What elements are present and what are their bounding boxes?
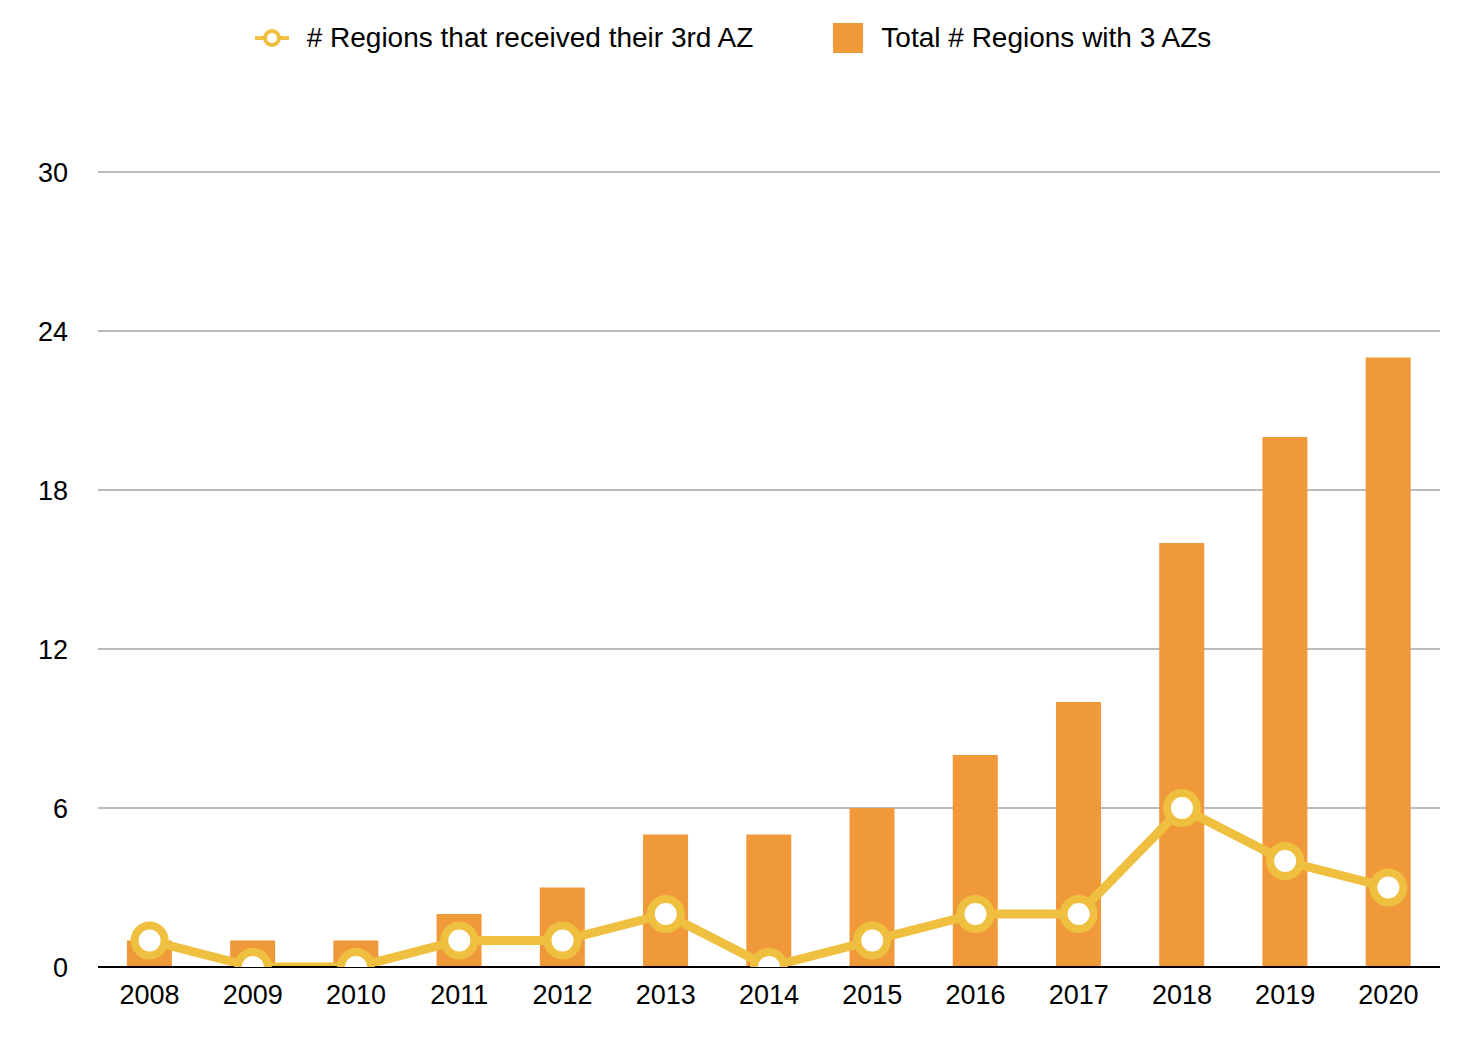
svg-text:2017: 2017 [1049,980,1109,1010]
svg-text:30: 30 [38,158,68,188]
svg-text:12: 12 [38,635,68,665]
svg-text:0: 0 [53,953,68,983]
html-text:# Regions that received their: # Regions that received their 3rd AZ [306,22,754,53]
svg-text:2015: 2015 [842,980,902,1010]
svg-text:2008: 2008 [120,980,180,1010]
html-text:Total # Regions with 3 AZs: Total # Regions with 3 AZs [881,22,1212,53]
svg-text:2019: 2019 [1255,980,1315,1010]
svg-text:2011: 2011 [430,980,488,1010]
svg-text:2014: 2014 [739,980,799,1010]
svg-text:6: 6 [53,794,68,824]
svg-text:2013: 2013 [636,980,696,1010]
svg-text:24: 24 [38,317,68,347]
svg-text:2018: 2018 [1152,980,1212,1010]
svg-text:2010: 2010 [326,980,386,1010]
svg-text:2009: 2009 [223,980,283,1010]
svg-text:2012: 2012 [532,980,592,1010]
svg-text:2020: 2020 [1358,980,1418,1010]
svg-text:2016: 2016 [945,980,1005,1010]
svg-text:18: 18 [38,476,68,506]
